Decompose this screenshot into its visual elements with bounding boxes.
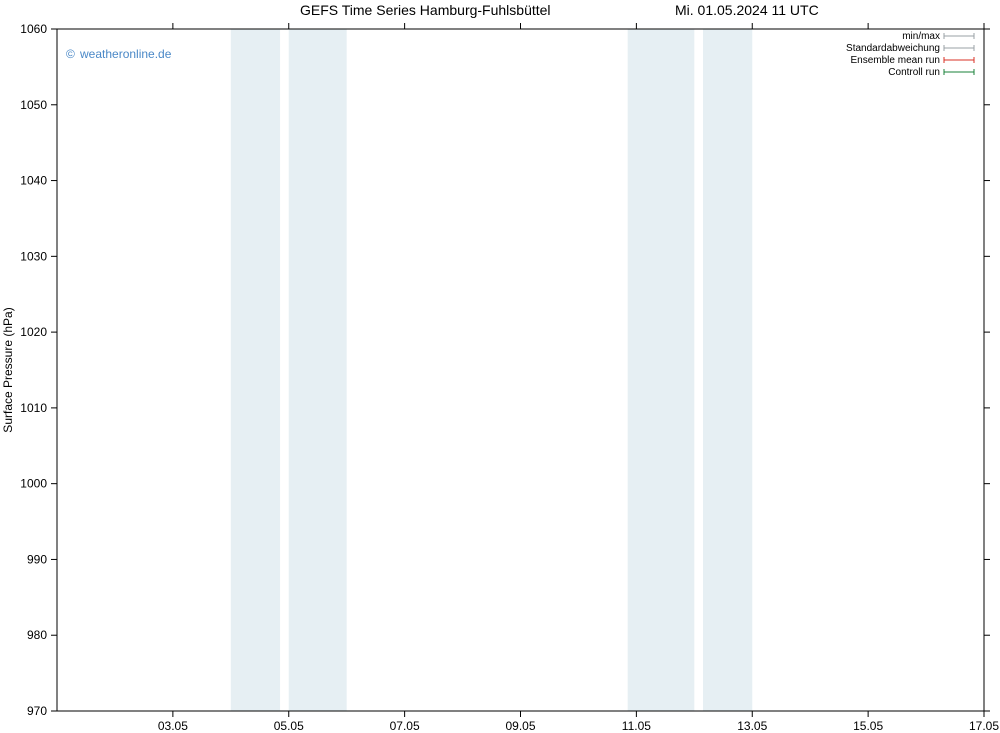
chart-title-right: Mi. 01.05.2024 11 UTC (675, 2, 819, 18)
pressure-chart: 970 980 990 1000 1010 1020 1030 1040 1050 1060 03.… (0, 0, 1000, 733)
y-tick-label: 970 (27, 704, 47, 718)
y-tick-label: 990 (27, 552, 47, 566)
y-tick-label: 1050 (20, 98, 47, 112)
x-tick-label: 07.05 (390, 719, 420, 733)
y-tick-label: 1020 (20, 325, 47, 339)
chart-svg: 970 980 990 1000 1010 1020 1030 1040 1050 1060 03.… (0, 0, 1000, 733)
y-tick-label: 980 (27, 628, 47, 642)
x-tick-label: 15.05 (853, 719, 883, 733)
x-tick-label: 13.05 (737, 719, 767, 733)
chart-background (0, 0, 1000, 733)
x-tick-label: 11.05 (622, 719, 651, 733)
y-axis-label: Surface Pressure (hPa) (1, 307, 15, 432)
y-tick-label: 1060 (20, 22, 47, 36)
shaded-band (289, 29, 347, 711)
y-tick-label: 1040 (20, 174, 47, 188)
watermark: © weatheronline.de (66, 47, 172, 61)
shaded-band (628, 29, 695, 711)
legend-label: Standardabweichung (846, 43, 940, 54)
watermark-text: weatheronline.de (79, 47, 172, 61)
x-tick-label: 03.05 (158, 719, 188, 733)
legend-label: min/max (902, 31, 940, 42)
y-tick-label: 1010 (20, 401, 47, 415)
x-tick-label: 09.05 (505, 719, 535, 733)
copyright-icon: © (66, 47, 75, 61)
chart-title-left: GEFS Time Series Hamburg-Fuhlsbüttel (300, 2, 551, 18)
y-tick-label: 1000 (20, 477, 47, 491)
x-tick-label: 17.05 (969, 719, 999, 733)
x-tick-label: 05.05 (274, 719, 304, 733)
legend-label: Controll run (888, 67, 940, 78)
shaded-band (231, 29, 280, 711)
legend-label: Ensemble mean run (851, 55, 941, 66)
y-tick-label: 1030 (20, 249, 47, 263)
shaded-band (703, 29, 752, 711)
